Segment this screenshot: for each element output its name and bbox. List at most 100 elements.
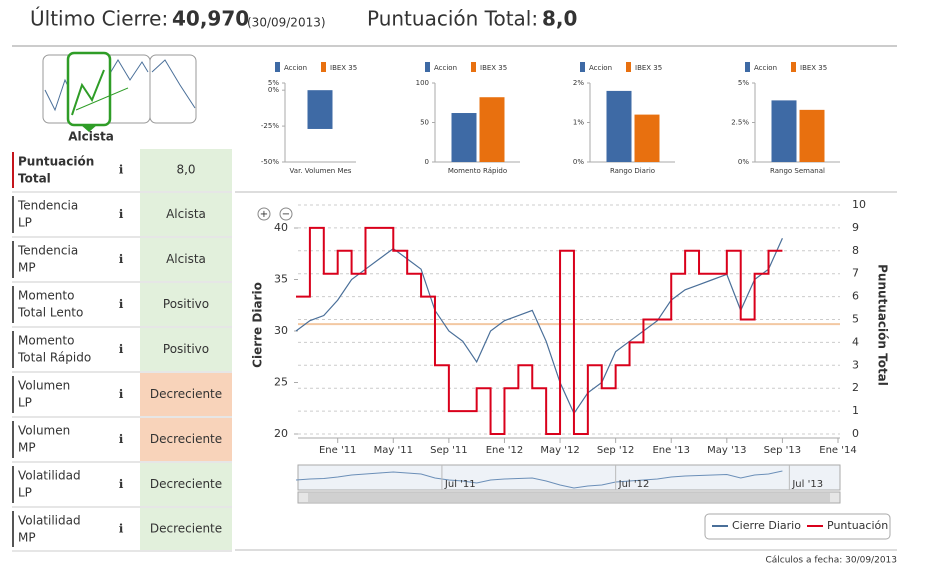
indicator-value: Alcista [166, 252, 206, 266]
row-marker [12, 152, 14, 188]
row-marker [12, 286, 14, 323]
indicator-value: Decreciente [150, 477, 222, 491]
x-tick-label: Ene '12 [486, 445, 523, 456]
x-category-label: Var. Volumen Mes [290, 167, 352, 175]
legend-swatch [275, 62, 280, 72]
x-tick-label: Ene '11 [319, 445, 356, 456]
info-icon: ℹ [119, 477, 124, 491]
x-tick-label: Sep '13 [764, 445, 802, 456]
y-tick-label: 5% [738, 79, 749, 87]
indicator-value: 8,0 [176, 163, 195, 177]
zoom-out-icon[interactable]: − [282, 209, 290, 220]
indicator-name: Volatilidad [18, 469, 81, 483]
legend-label: IBEX 35 [800, 64, 827, 72]
x-category-label: Rango Diario [610, 167, 655, 175]
indicator-name: LP [18, 486, 32, 500]
indicator-name: Tendencia [17, 199, 78, 213]
indicator-cell [140, 373, 232, 416]
x-tick-label: May '11 [374, 445, 413, 456]
indicator-name: Momento [18, 289, 74, 303]
close-date: (30/09/2013) [247, 16, 326, 30]
y-tick-label: 2.5% [731, 119, 749, 127]
x-tick-label: Sep '12 [597, 445, 635, 456]
bar [799, 109, 825, 162]
y2-axis-title: Punutuación Total [876, 264, 890, 386]
footer: Cálculos a fecha: 30/09/2013 [765, 556, 897, 565]
scrollbar-thumb[interactable] [308, 493, 830, 502]
bar [606, 90, 632, 162]
zoom-in-icon[interactable]: + [260, 209, 268, 220]
legend-label: IBEX 35 [635, 64, 662, 72]
info-icon: ℹ [119, 342, 124, 356]
y2-tick-label: 8 [852, 244, 859, 257]
indicator-name: Total [18, 172, 51, 186]
y-tick-label: 40 [274, 221, 288, 234]
indicator-name: Momento [18, 334, 74, 348]
info-icon: ℹ [119, 252, 124, 266]
y-axis-title: Cierre Diario [251, 282, 265, 368]
legend-label: IBEX 35 [480, 64, 507, 72]
indicator-cell [140, 238, 232, 281]
info-icon: ℹ [119, 387, 124, 401]
row-marker [12, 241, 14, 278]
legend-label: Puntuación [827, 519, 888, 532]
row-marker [12, 376, 14, 413]
info-icon: ℹ [119, 432, 124, 446]
y-tick-label: 25 [274, 376, 288, 389]
zoom-controls[interactable]: + − [257, 207, 293, 221]
indicator-cell [140, 418, 232, 461]
y2-tick-label: 5 [852, 313, 859, 326]
indicator-name: MP [18, 531, 36, 545]
bar [771, 100, 797, 162]
y-tick-label: 30 [274, 324, 288, 337]
indicator-name: Puntuación [18, 155, 94, 169]
y2-tick-label: 3 [852, 358, 859, 371]
navigator-line [295, 470, 783, 489]
legend-label: IBEX 35 [330, 64, 357, 72]
indicator-value: Positivo [163, 297, 209, 311]
legend-label: Accion [589, 64, 612, 72]
y-tick-label: 35 [274, 273, 288, 286]
zoom-out[interactable] [279, 207, 293, 221]
legend-swatch [745, 62, 750, 72]
bar [634, 114, 660, 162]
indicator-value: Alcista [166, 207, 206, 221]
y2-tick-label: 6 [852, 290, 859, 303]
indicator-name: Volumen [18, 379, 70, 393]
indicator-name: MP [18, 261, 36, 275]
x-tick-label: May '13 [707, 445, 746, 456]
row-marker [12, 466, 14, 503]
legend [704, 513, 891, 540]
navigator-label: Jul '12 [618, 479, 650, 490]
y2-tick-label: 0 [852, 427, 859, 440]
y2-tick-label: 9 [852, 221, 859, 234]
trend-label: Alcista [68, 130, 114, 144]
navigator-label: Jul '11 [444, 479, 476, 490]
x-category-label: Rango Semanal [770, 167, 825, 175]
navigator-label: Jul '13 [791, 479, 823, 490]
x-tick-label: Ene '14 [819, 445, 856, 456]
y2-tick-label: 7 [852, 267, 859, 280]
y-tick-label: -25% [261, 122, 279, 130]
y2-tick-label: 4 [852, 335, 859, 348]
y2-tick-label: 1 [852, 404, 859, 417]
navigator [297, 464, 841, 491]
zoom-in[interactable] [257, 207, 271, 221]
legend-swatch [425, 62, 430, 72]
bar [451, 113, 477, 162]
y-tick-label: 5% [268, 79, 279, 87]
y-tick-label: 50 [420, 119, 429, 127]
info-icon: ℹ [119, 522, 124, 536]
row-marker [12, 196, 14, 233]
y2-tick-label: 10 [852, 198, 866, 211]
indicator-value: Decreciente [150, 432, 222, 446]
close-value: 40,970 [172, 7, 249, 31]
row-marker [12, 331, 14, 368]
legend-label: Accion [754, 64, 777, 72]
y-tick-label: 0% [573, 158, 584, 166]
score-label: Puntuación Total: [367, 7, 538, 31]
indicator-cell [140, 193, 232, 236]
info-icon: ℹ [119, 163, 124, 177]
legend-swatch [580, 62, 585, 72]
